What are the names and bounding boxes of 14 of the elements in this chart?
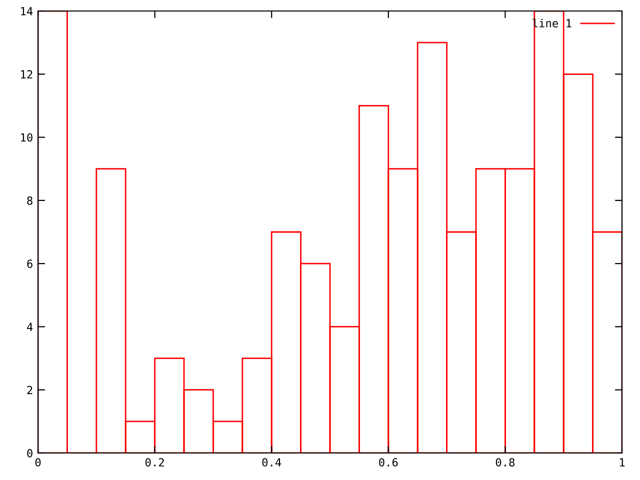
y-tick-label: 8 [27, 196, 32, 205]
x-tick-label: 0.4 [262, 458, 282, 467]
y-tick-label: 4 [27, 322, 33, 331]
x-tick-label: 0.6 [379, 458, 398, 467]
y-tick-label: 2 [27, 386, 32, 394]
x-tick-label: 1 [620, 458, 625, 466]
y-tick-label: 6 [27, 260, 32, 268]
x-tick-label: 0 [35, 458, 41, 467]
y-tick-label: 14 [21, 7, 33, 16]
x-tick-label: 0.8 [496, 458, 515, 467]
x-tick-label: 0.2 [145, 458, 164, 467]
y-tick-label: 10 [21, 133, 32, 142]
y-tick-label: 12 [21, 70, 32, 78]
y-tick-label: 0 [27, 449, 32, 458]
